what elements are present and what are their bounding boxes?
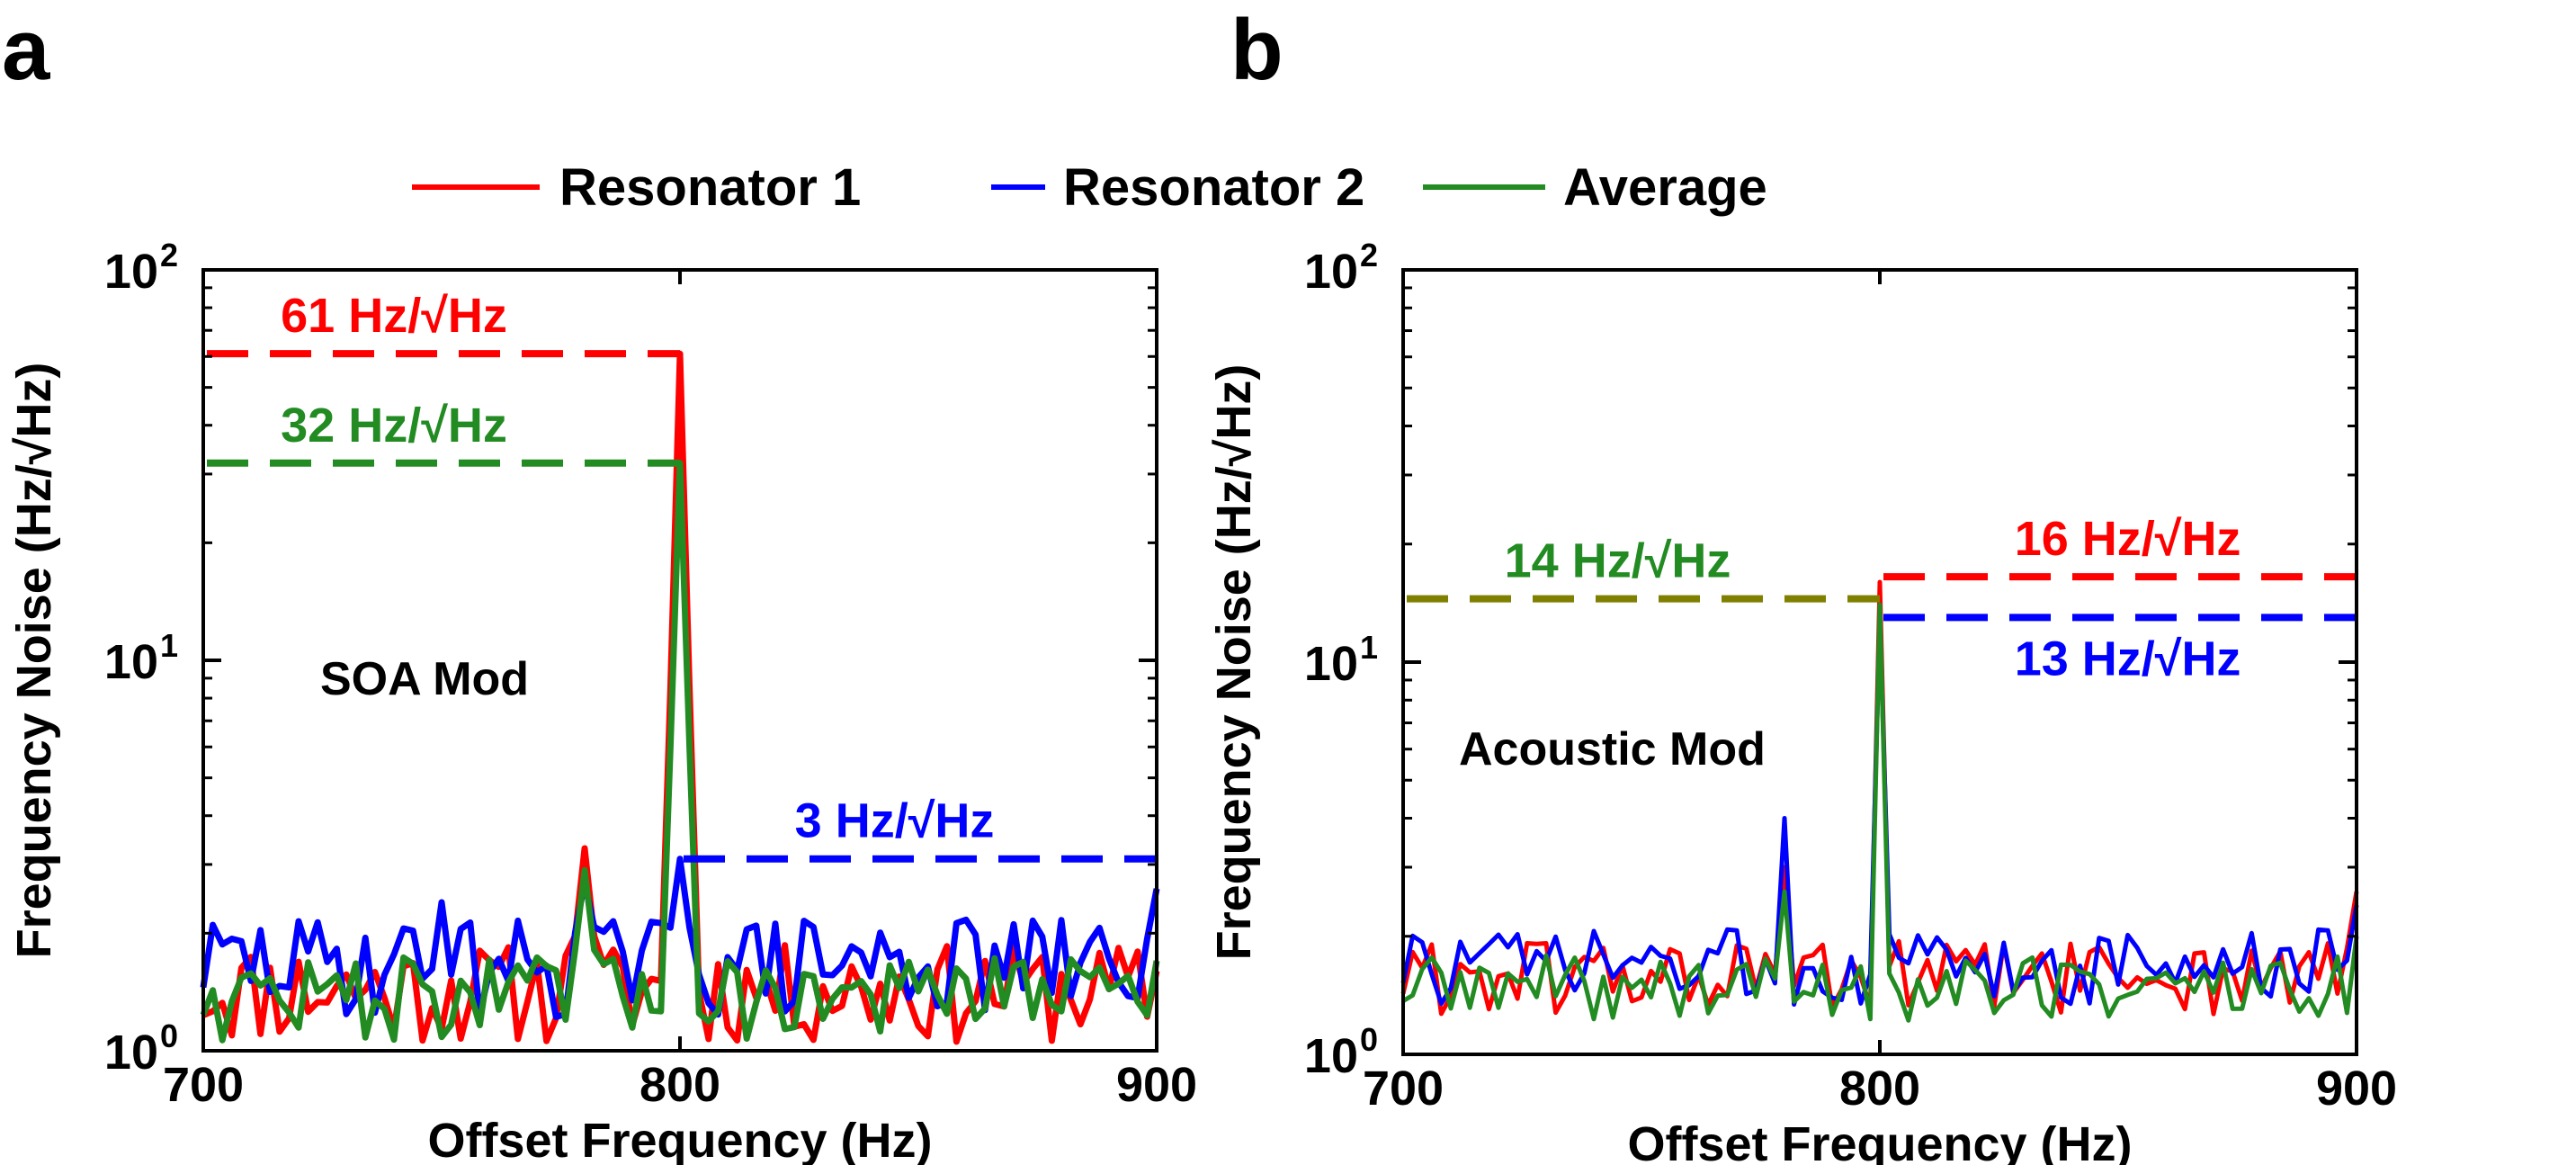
panel-b-level-label-1: 14 Hz/√Hz: [1505, 534, 1731, 588]
panel-b-x-tick-label-1: 700: [1363, 1062, 1444, 1116]
panel-b-level-label-3: 13 Hz/√Hz: [2015, 632, 2241, 686]
panel-b-x-tick-label-2: 800: [1839, 1062, 1920, 1116]
panel-a-level-label-2: 32 Hz/√Hz: [281, 399, 507, 453]
panel-b-x-tick-label-3: 900: [2316, 1062, 2397, 1116]
panel-a-y-tick-exponent-2: 1: [160, 627, 178, 664]
panel-b-y-tick-label-3: 10: [1304, 245, 1358, 299]
panel-b-y-axis-label: Frequency Noise (Hz/√Hz): [1207, 364, 1261, 961]
panel-b-mod-label: Acoustic Mod: [1459, 723, 1766, 775]
panel-b-level-label-2: 16 Hz/√Hz: [2015, 512, 2241, 566]
panel-a-y-tick-exponent-1: 0: [160, 1017, 178, 1054]
legend: Resonator 1 Resonator 2 Average: [412, 158, 1767, 217]
panel-a-level-label-3: 3 Hz/√Hz: [795, 794, 995, 848]
panel-a-mod-label: SOA Mod: [320, 653, 529, 705]
panel-a-y-tick-label-1: 10: [104, 1026, 158, 1080]
panel-b-x-axis-label: Offset Frequency (Hz): [1627, 1117, 2132, 1165]
panel-a-level-lines: 61 Hz/√Hz 32 Hz/√Hz 3 Hz/√Hz: [207, 289, 1157, 863]
panel-b-y-tick-exponent-3: 2: [1360, 237, 1378, 273]
panel-letter-b: b: [1230, 2, 1284, 98]
panel-a-y-tick-exponent-3: 2: [160, 237, 178, 273]
panel-b-y-tick-label-1: 10: [1304, 1029, 1358, 1083]
panel-letter-a: a: [2, 2, 50, 98]
panel-a-x-axis-label: Offset Frequency (Hz): [427, 1114, 932, 1165]
panel-a-y-tick-label-3: 10: [104, 245, 158, 299]
legend-label-resonator-1: Resonator 1: [559, 158, 861, 217]
panel-a-y-tick-label-2: 10: [104, 635, 158, 689]
panel-b-y-tick-exponent-1: 0: [1360, 1021, 1378, 1058]
panel-b-series-resonator-1: [1400, 579, 2359, 1017]
panel-b-level-lines: 14 Hz/√Hz 16 Hz/√Hz 13 Hz/√Hz: [1407, 512, 2357, 686]
panel-a-x-tick-label-3: 900: [1116, 1058, 1197, 1112]
panel-b-y-tick-exponent-2: 1: [1360, 629, 1378, 666]
panel-b-series-layer: [1400, 579, 2359, 1023]
panel-a-level-label-1: 61 Hz/√Hz: [281, 289, 507, 343]
panel-a-x-tick-label-1: 700: [163, 1058, 244, 1112]
panel-b-y-tick-label-2: 10: [1304, 637, 1358, 691]
panel-a-series-resonator-2: [200, 856, 1160, 1020]
panel-a-x-tick-label-2: 800: [640, 1058, 720, 1112]
panel-a-y-axis-label: Frequency Noise (Hz/√Hz): [7, 363, 61, 959]
panel-b-series-average: [1401, 602, 2359, 1023]
legend-label-average: Average: [1563, 158, 1767, 217]
legend-label-resonator-2: Resonator 2: [1063, 158, 1364, 217]
